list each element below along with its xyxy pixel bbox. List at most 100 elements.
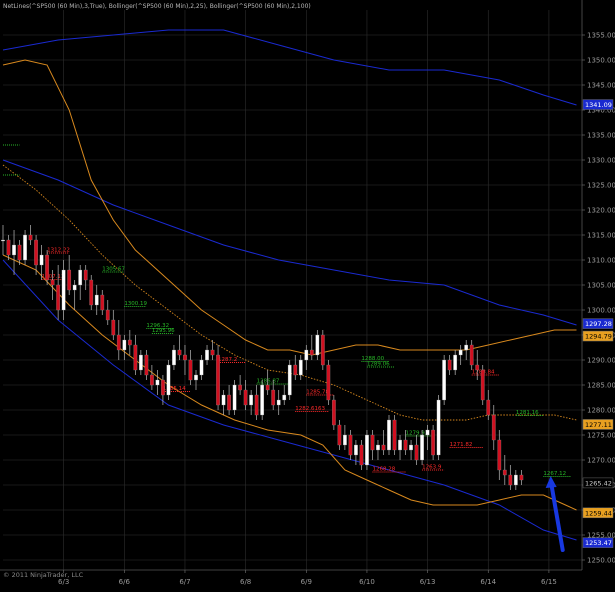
bear-candle bbox=[447, 359, 452, 371]
bear-candle bbox=[431, 429, 435, 456]
bear-candle bbox=[161, 379, 165, 396]
bull-candle bbox=[1, 239, 5, 242]
resistance-label: 1312.22 bbox=[47, 248, 70, 254]
bull-candle bbox=[298, 359, 303, 376]
price-tag-label: 1297.28 bbox=[585, 320, 612, 328]
price-tick-label: 1320.00 bbox=[587, 207, 615, 215]
price-tag-label: 1294.79 bbox=[585, 333, 612, 341]
resistance-label: 1268.28 bbox=[372, 467, 395, 473]
resistance-label: 1263.9 bbox=[422, 465, 442, 471]
support-label: 1288.00 bbox=[361, 356, 384, 362]
bear-candle bbox=[177, 349, 182, 356]
bull-candle bbox=[199, 359, 204, 376]
price-tick-label: 1300.00 bbox=[587, 307, 615, 315]
bear-candle bbox=[497, 439, 502, 471]
resistance-label: 1307.13 bbox=[42, 274, 65, 280]
time-axis: 6/3 6/6 6/7 6/8 6/9 6/10 6/13 6/14 6/15 bbox=[0, 569, 582, 586]
price-tag-label: 1265.42 bbox=[585, 479, 612, 487]
bear-candle bbox=[243, 389, 248, 406]
bear-candle bbox=[100, 294, 105, 311]
bull-candle bbox=[172, 349, 176, 366]
bear-candle bbox=[50, 279, 55, 286]
bear-candle bbox=[348, 434, 353, 456]
price-tick-label: 1280.00 bbox=[587, 407, 615, 415]
price-tag bbox=[582, 330, 614, 342]
bull-candle bbox=[425, 429, 430, 436]
bear-candle bbox=[150, 374, 154, 386]
time-tick-label: 6/14 bbox=[480, 578, 496, 586]
bull-candle bbox=[343, 434, 347, 446]
bear-candle bbox=[337, 424, 342, 446]
bull-candle bbox=[304, 349, 309, 361]
bull-candle bbox=[387, 419, 391, 451]
support-label: 1296.32 bbox=[146, 323, 169, 329]
bear-candle bbox=[188, 359, 193, 381]
time-tick-label: 6/9 bbox=[301, 578, 312, 586]
price-tick-label: 1275.00 bbox=[587, 432, 615, 440]
resistance-label: 1271.82 bbox=[450, 442, 473, 448]
bear-candle bbox=[486, 399, 491, 416]
bear-candle bbox=[227, 394, 231, 411]
bear-candle bbox=[293, 364, 298, 376]
bear-candle bbox=[45, 254, 49, 281]
support-label: 1295.96 bbox=[152, 328, 175, 334]
price-tick-label: 1325.00 bbox=[587, 182, 615, 190]
price-tick-label: 1255.00 bbox=[587, 532, 615, 540]
support-label: 1305.67 bbox=[102, 267, 125, 273]
resistance-label: 1287.2 bbox=[218, 357, 237, 363]
bear-candle bbox=[254, 394, 259, 416]
support-label: 1281.16 bbox=[516, 410, 539, 416]
bear-candle bbox=[116, 334, 121, 351]
bear-candle bbox=[133, 344, 138, 371]
price-tick-label: 1250.00 bbox=[587, 557, 615, 565]
bear-candle bbox=[359, 444, 364, 466]
bull-candle bbox=[409, 444, 413, 451]
bull-candle bbox=[398, 439, 402, 451]
arrow-head bbox=[545, 476, 557, 488]
bull-candle bbox=[39, 254, 44, 266]
bull-candle bbox=[376, 444, 380, 451]
time-tick-label: 6/7 bbox=[179, 578, 190, 586]
bear-candle bbox=[28, 234, 33, 241]
price-tick-label: 1345.00 bbox=[587, 82, 615, 90]
bb25-mid-line bbox=[2, 164, 577, 421]
bear-candle bbox=[238, 384, 242, 391]
price-tag-label: 1277.11 bbox=[585, 421, 612, 429]
price-tick-label: 1285.00 bbox=[587, 382, 615, 390]
price-tag bbox=[582, 419, 614, 430]
time-tick-label: 6/8 bbox=[240, 578, 251, 586]
bear-candle bbox=[403, 439, 408, 451]
arrow-shaft bbox=[549, 484, 565, 552]
bull-candle bbox=[464, 344, 469, 351]
bear-candle bbox=[67, 269, 72, 291]
bull-candle bbox=[420, 434, 424, 461]
price-tick-label: 1315.00 bbox=[587, 232, 615, 240]
price-tag bbox=[582, 507, 614, 519]
price-tick-label: 1330.00 bbox=[587, 157, 615, 165]
bull-candle bbox=[249, 394, 254, 406]
resistance-label: 1285.14 bbox=[163, 386, 186, 392]
bull-candle bbox=[166, 364, 171, 396]
price-tag-label: 1259.44 bbox=[585, 509, 612, 517]
bull-candle bbox=[78, 269, 83, 286]
bear-candle bbox=[320, 334, 325, 366]
resistance-label: 1285.78 bbox=[306, 390, 329, 396]
bear-candle bbox=[210, 349, 215, 356]
time-tick-label: 6/10 bbox=[359, 578, 375, 586]
bull-candle bbox=[94, 294, 99, 306]
bull-candle bbox=[155, 379, 160, 386]
bear-candle bbox=[475, 364, 480, 371]
bear-candle bbox=[265, 384, 270, 391]
price-tick-label: 1305.00 bbox=[587, 282, 615, 290]
bull-candle bbox=[315, 334, 320, 356]
bull-candle bbox=[12, 244, 16, 256]
candles bbox=[1, 225, 524, 490]
bear-candle bbox=[491, 414, 496, 441]
bb100-lower-line bbox=[2, 259, 577, 541]
gridlines bbox=[3, 10, 582, 570]
price-tag bbox=[582, 99, 614, 110]
bear-candle bbox=[309, 349, 314, 356]
bb100-mid-line bbox=[2, 159, 577, 326]
bull-candle bbox=[23, 234, 27, 261]
